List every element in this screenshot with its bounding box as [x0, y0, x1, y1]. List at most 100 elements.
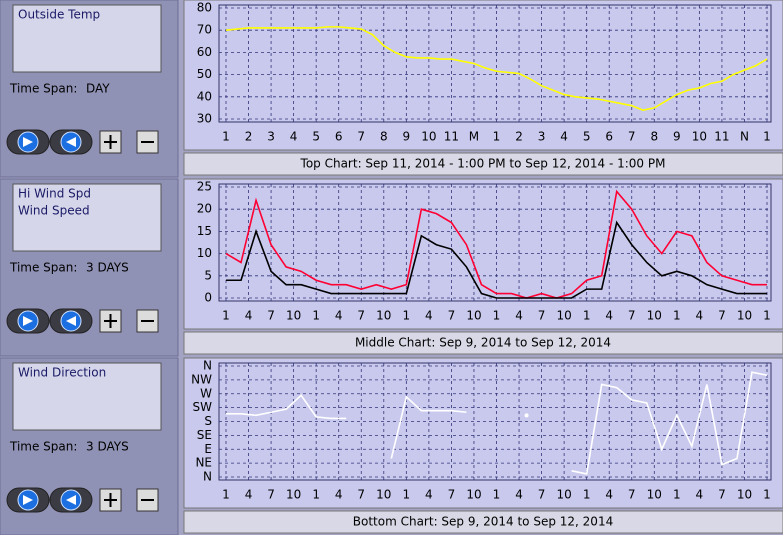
data-line [225, 189, 767, 299]
time-span-label: Time Span: [9, 440, 77, 454]
x-tick-label: 7 [448, 309, 456, 323]
button-glyph [104, 135, 117, 149]
x-tick-label: 4 [605, 488, 613, 502]
x-tick-label: 10 [556, 488, 571, 502]
button-arrow [23, 316, 33, 326]
button-glyph [104, 314, 117, 328]
y-tick-label: N [203, 359, 212, 373]
x-tick-label: 1 [583, 309, 591, 323]
x-tick-label: 1 [583, 488, 591, 502]
x-tick-label: 1 [493, 488, 501, 502]
x-tick-label: 10 [421, 130, 436, 144]
x-tick-label: 7 [357, 130, 365, 144]
x-tick-label: 5 [312, 130, 320, 144]
y-tick-label: NW [191, 372, 212, 386]
y-tick-label: 40 [197, 89, 212, 103]
x-tick-label: 7 [538, 488, 546, 502]
x-tick-label: 1 [673, 309, 681, 323]
x-tick-label: 1 [493, 309, 501, 323]
x-tick-label: 6 [335, 130, 343, 144]
x-tick-label: 3 [267, 130, 275, 144]
y-tick-label: 80 [197, 1, 212, 15]
x-tick-label: 11 [714, 130, 729, 144]
x-tick-label: 1 [673, 488, 681, 502]
data-line [225, 26, 768, 111]
x-tick-label: 10 [556, 309, 571, 323]
x-tick-label: 10 [692, 130, 707, 144]
time-span-value: 3 DAYS [86, 261, 129, 275]
plot-frame [218, 4, 772, 123]
y-tick-label: 15 [197, 224, 212, 238]
legend-entry: Hi Wind Spd [18, 187, 91, 201]
y-tick-label: W [200, 386, 212, 400]
chart-box [183, 357, 783, 509]
button-glyph [104, 493, 117, 507]
y-tick-label: N [203, 470, 212, 484]
x-tick-label: 7 [357, 488, 365, 502]
y-tick-label: SW [193, 400, 213, 414]
legend-entry: Wind Speed [18, 204, 90, 218]
x-tick-label: 4 [425, 309, 433, 323]
x-tick-label: 7 [718, 309, 726, 323]
x-tick-label: 3 [538, 130, 546, 144]
x-tick-label: 10 [647, 488, 662, 502]
y-tick-label: 60 [197, 45, 212, 59]
x-tick-label: 1 [222, 488, 230, 502]
x-tick-label: 10 [466, 309, 481, 323]
x-tick-label: 10 [286, 488, 301, 502]
legend-box [12, 362, 162, 431]
data-line [226, 220, 767, 299]
y-tick-label: 5 [204, 268, 212, 282]
x-tick-label: 4 [245, 488, 253, 502]
x-tick-label: 4 [605, 309, 613, 323]
x-tick-label: 1 [312, 309, 320, 323]
x-tick-label: 4 [290, 130, 298, 144]
time-span-label: Time Span: [9, 82, 77, 96]
y-tick-label: 25 [197, 180, 212, 194]
x-tick-label: 1 [763, 309, 771, 323]
chart-caption: Top Chart: Sep 11, 2014 - 1:00 PM to Sep… [300, 157, 666, 171]
y-tick-label: NE [195, 456, 212, 470]
x-tick-label: 7 [448, 488, 456, 502]
x-tick-label: 10 [737, 488, 752, 502]
plot-frame [218, 183, 772, 302]
x-tick-label: 1 [493, 130, 501, 144]
x-tick-label: 4 [696, 488, 704, 502]
legend-entry: Outside Temp [18, 8, 100, 22]
x-tick-label: 5 [583, 130, 591, 144]
x-tick-label: 10 [376, 488, 391, 502]
chart-caption: Bottom Chart: Sep 9, 2014 to Sep 12, 201… [353, 515, 613, 529]
button-arrow [23, 137, 33, 147]
x-tick-label: 2 [245, 130, 253, 144]
x-tick-label: 10 [286, 309, 301, 323]
x-tick-label: 9 [673, 130, 681, 144]
button-arrow [66, 137, 76, 147]
button-arrow [66, 316, 76, 326]
y-tick-label: 30 [197, 112, 212, 126]
time-span-value: 3 DAYS [86, 440, 129, 454]
data-line [226, 394, 347, 420]
x-tick-label: 10 [737, 309, 752, 323]
data-line [390, 395, 467, 459]
x-tick-label: N [740, 130, 749, 144]
x-tick-label: 7 [718, 488, 726, 502]
data-point [524, 413, 529, 418]
x-tick-label: 1 [763, 130, 771, 144]
x-tick-label: 7 [628, 488, 636, 502]
legend-box [12, 183, 162, 252]
x-tick-label: 7 [267, 309, 275, 323]
x-tick-label: 7 [628, 309, 636, 323]
x-tick-label: 9 [403, 130, 411, 144]
x-tick-label: 1 [222, 130, 230, 144]
data-line [571, 371, 768, 475]
caption-bar [183, 331, 783, 355]
button-arrow [66, 495, 76, 505]
x-tick-label: 10 [647, 309, 662, 323]
x-tick-label: 4 [696, 309, 704, 323]
x-tick-label: 8 [650, 130, 658, 144]
x-tick-label: 7 [628, 130, 636, 144]
time-span-value: DAY [86, 82, 110, 96]
y-tick-label: SE [197, 428, 212, 442]
